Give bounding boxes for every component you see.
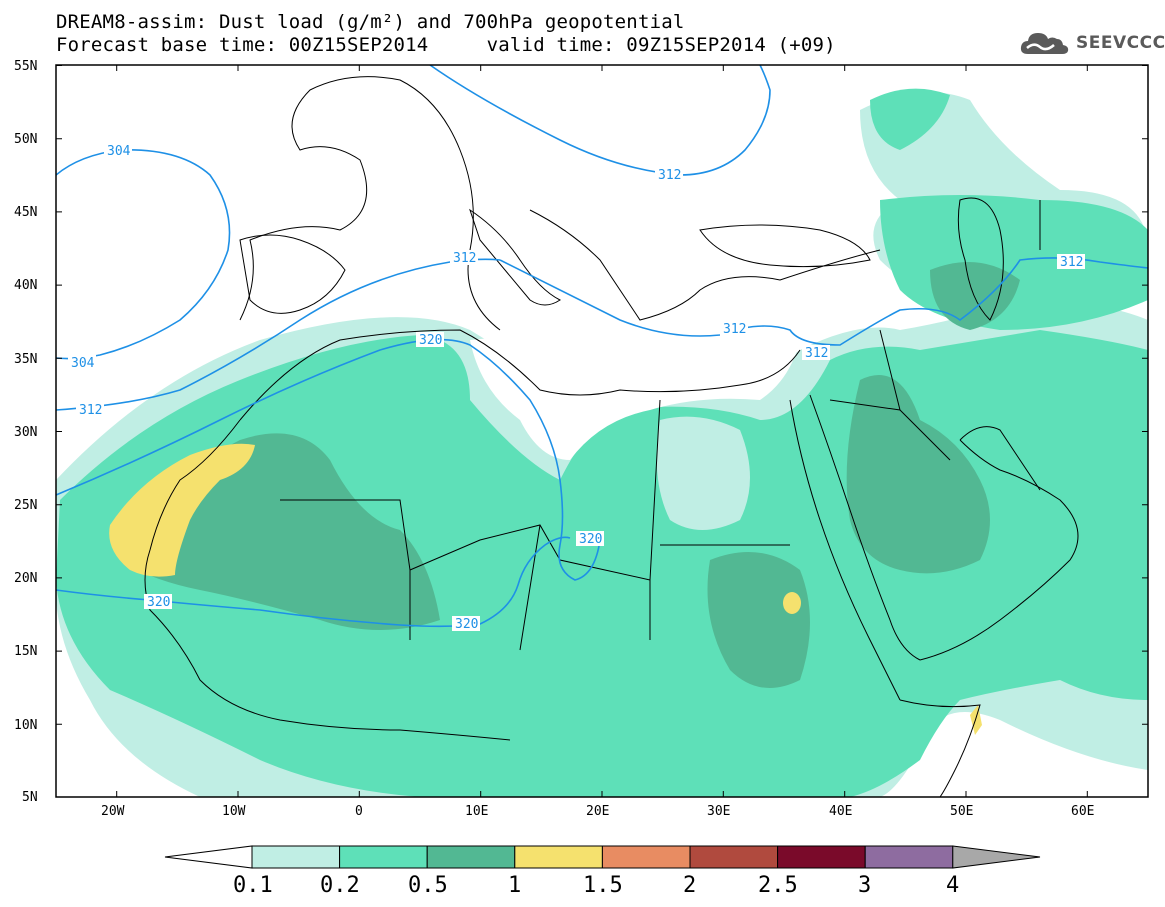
lat-label: 20N [14, 571, 37, 586]
dust-area-dark-3 [707, 552, 810, 688]
axis-ticks [56, 65, 1148, 798]
clear-area-mediterranean [470, 335, 800, 460]
lon-label: 60E [1071, 804, 1094, 819]
contour-label: 312 [453, 251, 476, 266]
contour-labels: 304 304 312 312 312 312 312 312 320 320 … [68, 143, 1085, 632]
clear-area-libya [656, 416, 750, 530]
contour-312-europe [429, 65, 771, 176]
contour-label: 312 [723, 322, 746, 337]
dust-area-yellow-somalia [970, 705, 982, 735]
colorbar-label: 0.5 [408, 873, 448, 898]
contour-label: 320 [455, 617, 478, 632]
lon-label: 20E [586, 804, 609, 819]
contour-label: 320 [147, 595, 170, 610]
lat-label: 40N [14, 278, 37, 293]
dust-area-yellow-west [109, 443, 255, 577]
lat-label: 55N [14, 59, 37, 74]
iberia-coast [239, 234, 346, 314]
coastlines [144, 76, 1079, 797]
lat-label: 45N [14, 205, 37, 220]
colorbar-high-arrow [952, 845, 1041, 869]
caspian-coast [957, 197, 1004, 321]
contour-label: 320 [579, 532, 602, 547]
longitude-labels: 20W 10W 0 10E 20E 30E 40E 50E 60E [101, 804, 1094, 819]
colorbar-label: 2 [683, 873, 696, 898]
red-sea-east [809, 394, 921, 661]
colorbar-swatch [514, 845, 603, 869]
contour-label: 312 [1060, 255, 1083, 270]
colorbar-label: 3 [858, 873, 871, 898]
contour-label: 312 [805, 346, 828, 361]
contour-label: 320 [419, 333, 442, 348]
colorbar-swatch [251, 845, 341, 869]
colorbar: 0.1 0.2 0.5 1 1.5 2 2.5 3 4 [164, 845, 1041, 898]
north-africa-coast [239, 329, 801, 421]
lon-label: 20W [101, 804, 125, 819]
colorbar-label: 0.2 [320, 873, 360, 898]
lon-label: 50E [950, 804, 973, 819]
colorbar-swatch [777, 845, 866, 869]
map-plot-area: 304 304 312 312 312 312 312 312 320 320 … [56, 65, 1148, 797]
horn-africa-coast [899, 699, 981, 797]
lon-label: 10W [222, 804, 246, 819]
arabia-coast [919, 439, 1079, 661]
colorbar-swatch [426, 845, 516, 869]
contour-label: 312 [79, 403, 102, 418]
colorbar-swatch [689, 845, 779, 869]
contour-label: 304 [71, 356, 95, 371]
latitude-labels: 55N 50N 45N 40N 35N 30N 25N 20N 15N 10N … [14, 59, 38, 805]
lat-label: 25N [14, 498, 37, 513]
lat-label: 35N [14, 352, 37, 367]
sahara-borders [280, 399, 790, 651]
mid-east-borders [829, 200, 1041, 461]
colorbar-label: 1.5 [583, 873, 623, 898]
lat-label: 10N [14, 718, 37, 733]
colorbar-swatch [339, 845, 428, 869]
colorbar-label: 0.1 [233, 873, 273, 898]
lat-label: 5N [22, 790, 38, 805]
black-sea-coast [699, 224, 871, 268]
logo-text: SEEVCCC [1076, 33, 1165, 53]
dust-area-dark-4 [930, 262, 1020, 330]
dust-area-dark-2 [846, 375, 990, 574]
lat-label: 15N [14, 644, 37, 659]
persian-gulf [959, 426, 1041, 491]
contour-label: 304 [107, 144, 131, 159]
colorbar-label: 4 [946, 873, 959, 898]
contour-320-north [56, 338, 601, 581]
west-africa-coast [144, 419, 511, 741]
italy-coast [469, 208, 561, 306]
europe-coast [239, 76, 501, 331]
colorbar-swatch [864, 845, 954, 869]
map-title: DREAM8-assim: Dust load (g/m²) and 700hP… [56, 11, 685, 33]
red-sea-coast [789, 399, 901, 701]
lon-label: 10E [465, 804, 488, 819]
lat-label: 50N [14, 132, 37, 147]
dust-shading [56, 88, 1148, 797]
colorbar-label: 1 [508, 873, 521, 898]
dust-area-medium-ne [870, 88, 950, 150]
contour-312-med [499, 257, 1148, 346]
dust-area-yellow-sudan [783, 592, 801, 614]
lon-label: 40E [829, 804, 852, 819]
lon-label: 30E [707, 804, 730, 819]
lat-label: 30N [14, 425, 37, 440]
cloud-icon [1020, 33, 1069, 54]
seevccc-logo: SEEVCCC [1018, 28, 1165, 58]
colorbar-swatch [601, 845, 691, 869]
map-subtitle: Forecast base time: 00Z15SEP2014 valid t… [56, 34, 836, 56]
lon-label: 0 [355, 804, 363, 819]
balkans-coast [529, 209, 881, 321]
colorbar-low-arrow [164, 845, 253, 869]
contour-label: 312 [658, 168, 681, 183]
colorbar-label: 2.5 [758, 873, 798, 898]
